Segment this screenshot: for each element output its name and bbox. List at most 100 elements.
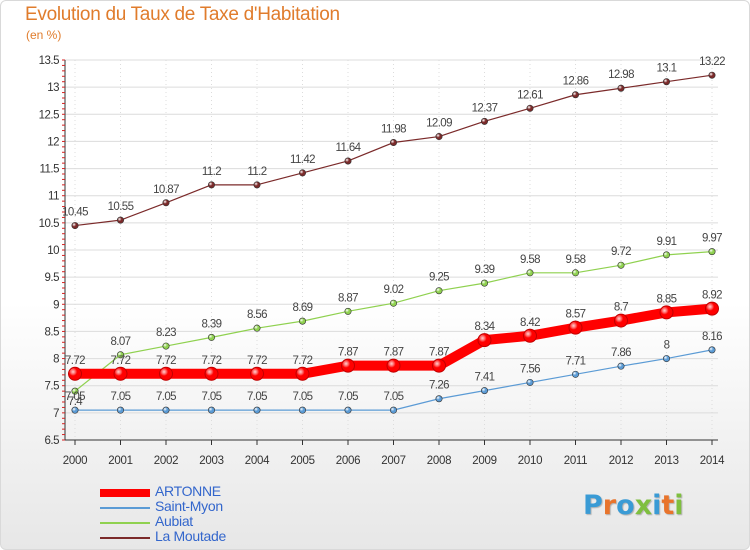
data-point (708, 248, 716, 256)
y-tick-label: 11.5 (39, 164, 59, 176)
data-label: 13.1 (657, 63, 677, 75)
x-tick-label: 2011 (564, 455, 588, 467)
data-point (162, 342, 170, 350)
x-tick-label: 2003 (199, 455, 223, 467)
data-label: 9.58 (520, 254, 540, 266)
data-point (344, 406, 352, 414)
legend-swatch (100, 489, 150, 497)
legend-label: Saint-Myon (155, 498, 223, 514)
data-label: 7.05 (156, 391, 176, 403)
data-label: 8.23 (156, 327, 176, 339)
data-point (204, 366, 219, 381)
data-point (253, 406, 261, 414)
y-tick-label: 10 (47, 245, 59, 257)
data-point (526, 104, 534, 112)
data-point (480, 387, 488, 395)
y-minor-ticks (62, 59, 65, 441)
data-label: 7.72 (111, 355, 131, 367)
data-label: 11.42 (290, 154, 315, 166)
y-tick-label: 9.5 (45, 272, 60, 284)
x-tick-label: 2007 (381, 455, 405, 467)
data-label: 8.39 (202, 318, 222, 330)
data-label: 7.72 (65, 355, 85, 367)
data-point (253, 181, 261, 189)
data-point (253, 324, 261, 332)
data-label: 12.98 (608, 69, 634, 81)
data-label: 12.09 (426, 118, 452, 130)
legend-swatch (100, 537, 150, 539)
data-label: 9.91 (657, 236, 677, 248)
x-tick-label: 2012 (609, 455, 633, 467)
x-tick-label: 2014 (700, 455, 725, 467)
data-point (162, 406, 170, 414)
data-point (435, 287, 443, 295)
data-label: 8.69 (293, 302, 313, 314)
data-label: 9.25 (429, 272, 449, 284)
legend-label: Aubiat (155, 513, 193, 529)
data-label: 13.22 (699, 56, 725, 68)
data-label: 8.16 (702, 331, 722, 343)
data-point (117, 216, 125, 224)
y-tick-label: 7.5 (45, 381, 60, 393)
data-label: 7.87 (338, 347, 358, 359)
data-label: 7.05 (338, 391, 358, 403)
data-label: 11.64 (336, 142, 362, 154)
data-point (662, 78, 670, 86)
chart-title: Evolution du Taux de Taxe d'Habitation (25, 4, 340, 25)
data-label: 11.2 (247, 166, 266, 178)
proxiti-logo: Proxiti (583, 490, 684, 521)
labels-artonne: 7.72 7.72 7.72 7.72 7.72 7.72 7.87 7.87 7.87 8.34… (65, 290, 723, 367)
logo-letter: i (674, 490, 684, 521)
data-point (344, 157, 352, 165)
data-point (480, 279, 488, 287)
data-label: 7.4 (68, 396, 83, 408)
data-point (113, 366, 128, 381)
data-point (480, 117, 488, 125)
data-point (659, 305, 674, 320)
x-tick-label: 2005 (290, 455, 314, 467)
data-point (208, 333, 216, 341)
data-point (477, 333, 492, 348)
logo-letter: t (661, 490, 675, 521)
y-tick-label: 13.5 (39, 55, 59, 67)
data-point (298, 406, 306, 414)
line-chart: 6.5 7 7.5 8 8.5 9 9.5 10 10.5 11 11.5 12 12.5 13 13.5 2… (39, 55, 726, 467)
data-point (617, 362, 625, 370)
data-point (71, 222, 79, 230)
x-tick-label: 2013 (654, 455, 678, 467)
data-point (617, 261, 625, 269)
data-label: 7.05 (384, 391, 404, 403)
data-label: 8.85 (657, 293, 677, 305)
series-aubiat (71, 248, 716, 395)
labels-la-moutade: 10.45 10.55 10.87 11.2 11.2 11.42 11.64 11.98 12… (62, 56, 726, 218)
logo-letter: i (652, 490, 662, 521)
data-point (71, 387, 79, 395)
data-label: 8.56 (247, 309, 267, 321)
x-tick-label: 2006 (336, 455, 360, 467)
data-point (571, 269, 579, 277)
data-label: 11.98 (381, 124, 406, 136)
labels-aubiat: 7.4 8.07 8.23 8.39 8.56 8.69 8.87 9.02 9.25 9.39 9… (68, 233, 723, 409)
data-point (298, 317, 306, 325)
series-saint-myon (71, 346, 716, 414)
data-point (705, 301, 719, 316)
data-point (389, 406, 397, 414)
data-label: 12.61 (517, 89, 543, 101)
data-label: 8.34 (475, 321, 496, 333)
data-point (614, 313, 628, 328)
data-label: 7.05 (65, 391, 85, 403)
data-point (708, 346, 716, 354)
y-tick-label: 8 (53, 354, 59, 366)
data-label: 9.72 (611, 246, 631, 258)
data-label: 9.39 (475, 264, 495, 276)
data-point (662, 355, 670, 363)
data-point (159, 366, 173, 381)
data-point (389, 299, 397, 307)
series-artonne (68, 301, 719, 381)
data-point (208, 181, 216, 189)
data-label: 7.56 (520, 363, 540, 375)
legend-swatch (100, 522, 150, 524)
data-label: 7.41 (475, 372, 495, 384)
data-point (662, 251, 670, 259)
